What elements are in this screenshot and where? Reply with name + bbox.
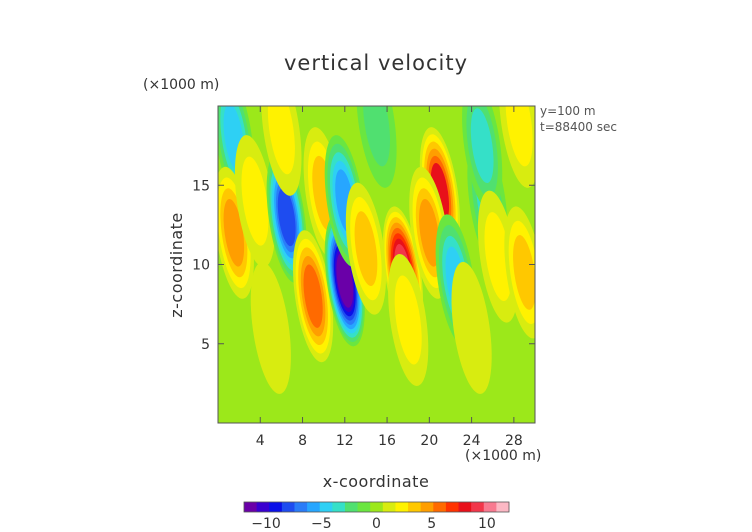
plot-area: 4 8 12 16 20 24 28 5 10 15 <box>192 105 536 449</box>
colorbar-tick-label: 0 <box>372 516 381 532</box>
colorbar-swatch <box>420 502 434 512</box>
velocity-cell-18 <box>499 106 535 188</box>
x-tick-label: 8 <box>298 433 307 449</box>
velocity-cell-5 <box>293 230 334 363</box>
y-tick-label: 10 <box>192 258 210 274</box>
velocity-cell-21 <box>250 261 291 394</box>
y-unit-label: (×1000 m) <box>143 77 219 93</box>
x-tick-label: 12 <box>336 433 354 449</box>
colorbar-swatch <box>344 502 358 512</box>
contour-level <box>223 199 245 267</box>
contour-level <box>505 106 533 167</box>
colorbar-swatch <box>382 502 396 512</box>
colorbar: −10 −5 0 5 10 <box>243 501 510 532</box>
velocity-cell-15 <box>462 106 503 212</box>
y-tick-label: 5 <box>201 337 210 353</box>
contour-level <box>277 187 296 247</box>
colorbar-swatch <box>307 502 321 512</box>
colorbar-tick-label: 5 <box>427 516 436 532</box>
contour-level <box>451 261 492 394</box>
contour-level <box>419 199 440 267</box>
x-tick-label: 24 <box>463 433 481 449</box>
velocity-field <box>218 106 535 423</box>
colorbar-swatch <box>244 502 258 512</box>
y-tick-label: 15 <box>192 178 210 194</box>
velocity-cell-20 <box>388 253 429 386</box>
colorbar-tick-label: −10 <box>251 516 281 532</box>
colorbar-tick-label: −5 <box>311 516 332 532</box>
contour-level <box>303 264 323 328</box>
colorbar-swatch <box>332 502 346 512</box>
colorbar-swatch <box>281 502 295 512</box>
colorbar-swatch <box>319 502 333 512</box>
colorbar-swatch <box>294 502 308 512</box>
x-tick-label: 16 <box>378 433 396 449</box>
colorbar-swatch <box>269 502 283 512</box>
colorbar-swatch <box>357 502 371 512</box>
x-tick-label: 28 <box>505 433 523 449</box>
axis-ticks: 4 8 12 16 20 24 28 5 10 15 <box>192 106 535 449</box>
x-unit-label: (×1000 m) <box>465 448 541 464</box>
contour-level <box>336 252 354 308</box>
velocity-cell-2 <box>234 135 276 268</box>
x-tick-label: 4 <box>256 433 265 449</box>
colorbar-swatch <box>471 502 485 512</box>
colorbar-swatch <box>496 502 510 512</box>
velocity-cell-17 <box>504 206 535 339</box>
contour-level <box>470 108 494 183</box>
contour-level <box>362 106 391 167</box>
colorbar-swatch <box>256 502 270 512</box>
contour-level <box>394 275 422 365</box>
contour-level <box>250 261 291 394</box>
contour-level <box>267 106 295 175</box>
colorbar-swatch <box>408 502 422 512</box>
contour-level <box>241 156 269 246</box>
annotation-y: y=100 m <box>540 104 596 118</box>
colorbar-swatch <box>395 502 409 512</box>
colorbar-swatch <box>433 502 447 512</box>
contour-level <box>354 211 378 287</box>
contour-level <box>513 235 535 310</box>
annotation-t: t=88400 sec <box>540 120 617 134</box>
velocity-cell-9 <box>345 182 387 315</box>
y-axis-label: z-coordinate <box>167 212 186 318</box>
colorbar-swatch <box>445 502 459 512</box>
x-tick-label: 20 <box>420 433 438 449</box>
x-axis-label: x-coordinate <box>323 472 430 491</box>
velocity-cell-19 <box>356 106 397 188</box>
chart-title: vertical velocity <box>284 51 468 75</box>
colorbar-frame <box>243 501 510 513</box>
colorbar-tick-label: 10 <box>478 516 496 532</box>
colorbar-swatch <box>458 502 472 512</box>
colorbar-swatch <box>370 502 384 512</box>
velocity-cell-22 <box>451 261 492 394</box>
colorbar-swatch <box>483 502 497 512</box>
velocity-cell-4 <box>261 106 302 196</box>
